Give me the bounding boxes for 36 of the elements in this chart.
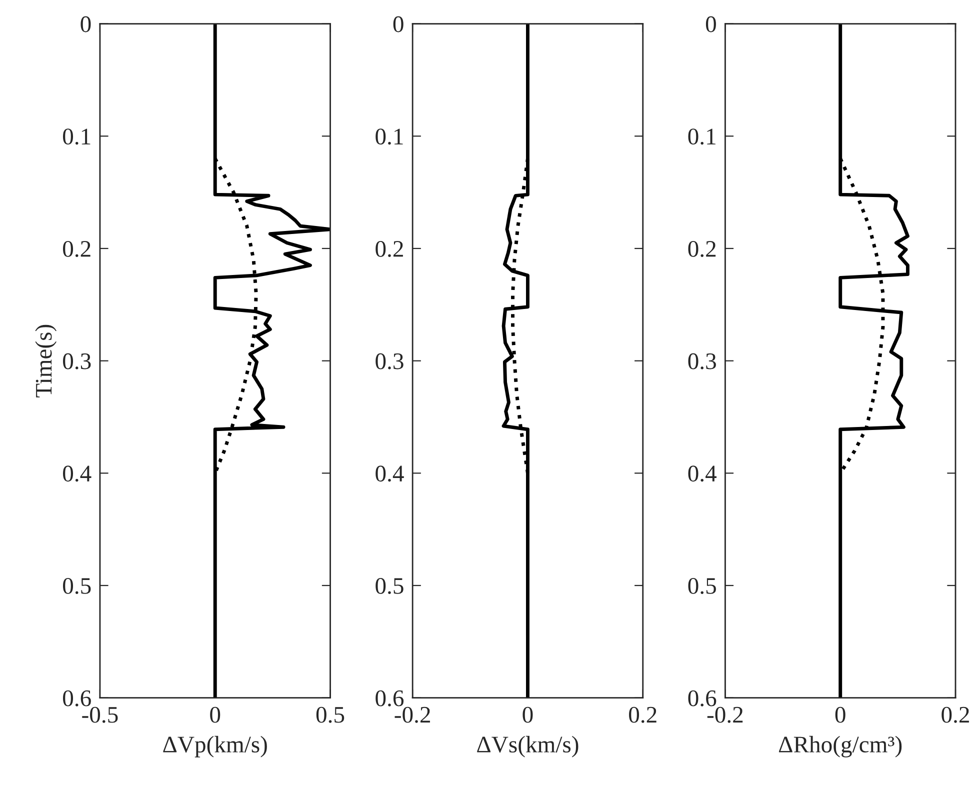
y-tick-label: 0.6 (376, 690, 404, 706)
y-tick-label: 0.4 (688, 466, 716, 482)
x-tick-label: -0.2 (707, 706, 743, 723)
y-tick-label: 0.4 (63, 466, 92, 482)
y-tick-label: 0.6 (688, 690, 716, 706)
y-tick-label: 0.1 (376, 128, 403, 145)
x-tick-label: 0.5 (316, 706, 344, 723)
y-tick-label: 0 (393, 16, 404, 32)
y-tick-label: 0.3 (63, 353, 91, 370)
x-axis-title: ΔVs(km/s) (477, 736, 578, 758)
y-tick-label: 0 (80, 16, 91, 32)
x-tick-label: 0.2 (942, 706, 969, 723)
y-tick-label: 0.4 (376, 466, 404, 482)
y-tick-label: 0.5 (63, 578, 91, 594)
y-tick-label: 0.1 (688, 128, 716, 145)
y-tick-label: 0.2 (376, 240, 403, 257)
x-axis-title: ΔVp(km/s) (163, 736, 267, 758)
x-tick-label: -0.5 (82, 706, 118, 723)
y-tick-label: 0.3 (688, 353, 716, 370)
y-tick-label: 0.5 (688, 578, 716, 594)
line-series (838, 24, 910, 698)
line-series (502, 24, 530, 698)
x-tick-label: 0 (522, 706, 533, 723)
y-tick-label: 0.2 (688, 240, 716, 257)
x-tick-label: -0.2 (394, 706, 430, 723)
x-tick-label: 0 (835, 706, 846, 723)
x-axis-title: ΔRho(g/cm³) (778, 736, 902, 758)
y-axis-title: Time(s) (35, 324, 57, 398)
y-tick-label: 0.3 (376, 353, 404, 370)
y-tick-label: 0.5 (376, 578, 404, 594)
y-tick-label: 0.6 (63, 690, 91, 706)
y-tick-label: 0 (706, 16, 716, 32)
x-tick-label: 0.2 (629, 706, 656, 723)
x-tick-label: 0 (210, 706, 220, 723)
y-tick-label: 0.1 (63, 128, 90, 145)
y-tick-label: 0.2 (63, 240, 90, 257)
